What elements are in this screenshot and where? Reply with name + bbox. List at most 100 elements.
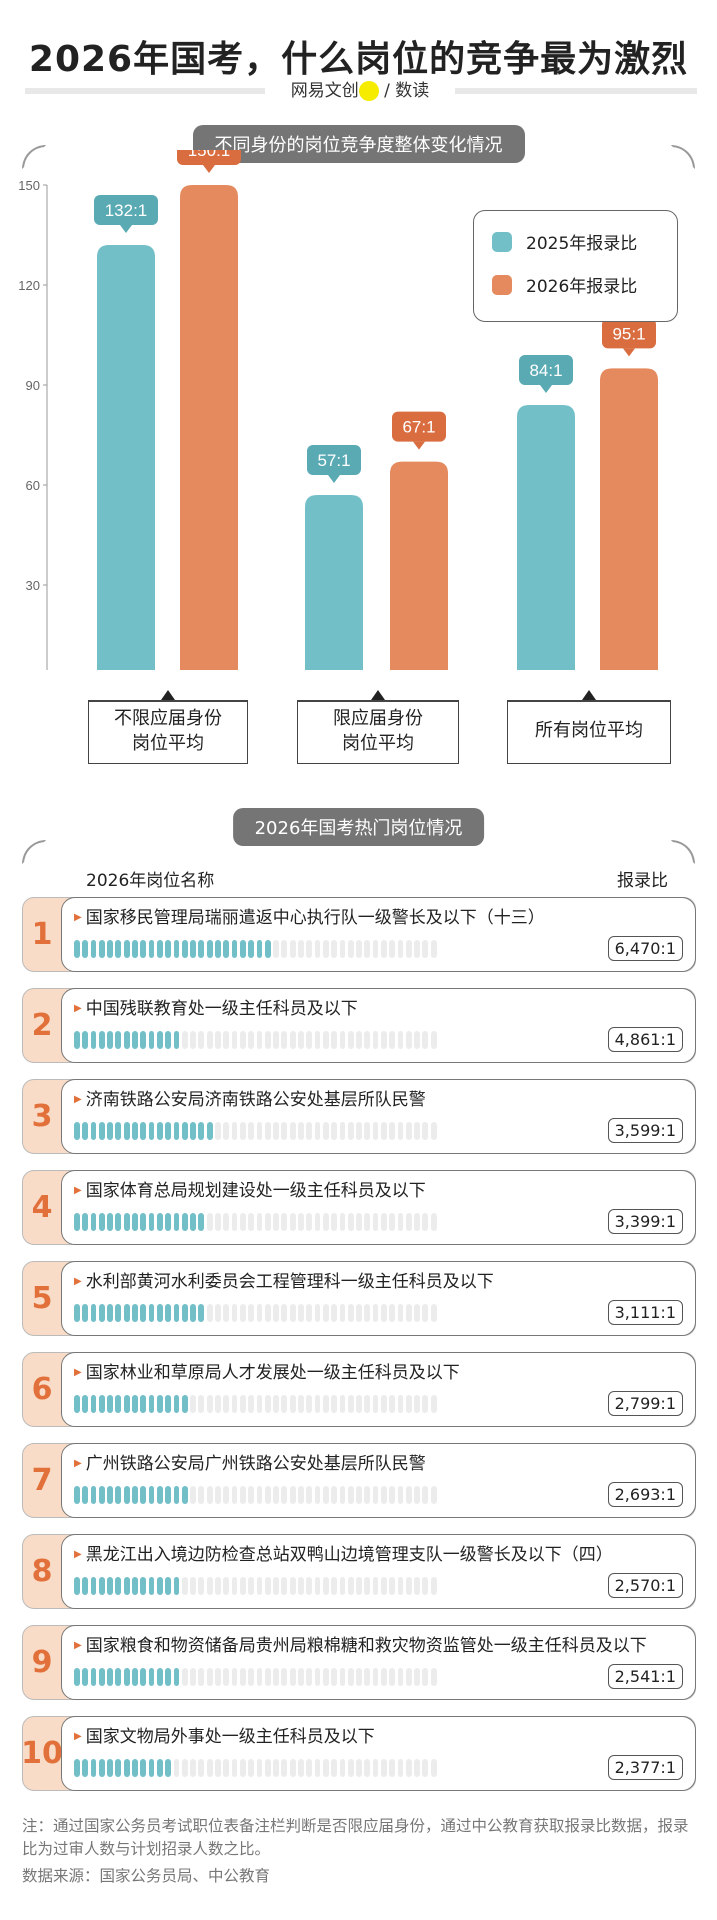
position-name-text: 国家体育总局规划建设处一级主任科员及以下 bbox=[85, 1181, 426, 1201]
progress-segment bbox=[347, 1758, 354, 1777]
progress-segment bbox=[430, 939, 437, 958]
progress-segment bbox=[281, 1394, 288, 1413]
progress-segment bbox=[314, 1576, 321, 1595]
progress-segment bbox=[372, 1121, 379, 1140]
progress-segment bbox=[322, 1121, 329, 1140]
ratio-progress-bar bbox=[74, 1758, 439, 1777]
progress-segment bbox=[123, 939, 130, 958]
progress-segment bbox=[206, 1485, 213, 1504]
progress-segment bbox=[132, 1758, 138, 1777]
data-label: 84:1 bbox=[529, 361, 562, 380]
progress-segment bbox=[256, 1394, 263, 1413]
progress-segment bbox=[181, 1394, 188, 1413]
progress-segment bbox=[239, 1121, 246, 1140]
progress-segment bbox=[165, 1212, 172, 1231]
progress-segment bbox=[281, 1212, 288, 1231]
progress-segment bbox=[347, 1667, 354, 1686]
progress-segment bbox=[422, 1212, 429, 1231]
progress-segment bbox=[98, 1303, 105, 1322]
rank-number: 7 bbox=[31, 1463, 53, 1498]
progress-segment bbox=[107, 1212, 113, 1231]
progress-segment bbox=[372, 1758, 379, 1777]
progress-segment bbox=[356, 939, 362, 958]
progress-segment bbox=[132, 939, 138, 958]
progress-segment bbox=[364, 1576, 371, 1595]
progress-segment bbox=[331, 939, 337, 958]
progress-segment bbox=[298, 1030, 304, 1049]
progress-segment bbox=[414, 1758, 420, 1777]
list-item: 10 ▶ 国家文物局外事处一级主任科员及以下 2,377:1 bbox=[21, 1716, 696, 1791]
progress-segment bbox=[90, 1121, 97, 1140]
progress-segment bbox=[98, 1485, 105, 1504]
ratio-value: 2,570:1 bbox=[607, 1573, 683, 1598]
ratio-progress-bar bbox=[74, 1576, 439, 1595]
progress-segment bbox=[98, 1030, 105, 1049]
progress-segment bbox=[215, 1212, 221, 1231]
progress-segment bbox=[356, 1394, 362, 1413]
ratio-progress-bar bbox=[74, 1394, 439, 1413]
progress-segment bbox=[389, 1394, 396, 1413]
position-name-text: 国家林业和草原局人才发展处一级主任科员及以下 bbox=[85, 1363, 460, 1383]
progress-segment bbox=[314, 1485, 321, 1504]
data-label-bg bbox=[602, 318, 656, 349]
progress-segment bbox=[422, 1485, 429, 1504]
progress-segment bbox=[123, 1121, 130, 1140]
rank-number: 4 bbox=[31, 1190, 53, 1225]
progress-segment bbox=[239, 1394, 246, 1413]
progress-segment bbox=[181, 1758, 188, 1777]
progress-segment bbox=[322, 1303, 329, 1322]
progress-segment bbox=[173, 1485, 180, 1504]
progress-segment bbox=[82, 939, 89, 958]
progress-segment bbox=[156, 1576, 163, 1595]
progress-segment bbox=[289, 1576, 296, 1595]
position-name: ▶ 广州铁路公安局广州铁路公安处基层所队民警 bbox=[74, 1452, 683, 1476]
progress-segment bbox=[289, 939, 296, 958]
progress-segment bbox=[148, 939, 155, 958]
progress-segment bbox=[206, 1212, 213, 1231]
progress-segment bbox=[405, 939, 412, 958]
bar bbox=[97, 245, 155, 670]
ratio-value: 4,861:1 bbox=[607, 1027, 683, 1052]
progress-segment bbox=[306, 1212, 313, 1231]
progress-segment bbox=[273, 939, 279, 958]
progress-segment bbox=[430, 1212, 437, 1231]
progress-segment bbox=[165, 1303, 172, 1322]
data-label-bg bbox=[392, 411, 446, 442]
y-tick-label: 120 bbox=[18, 278, 40, 293]
ratio-row: 2,799:1 bbox=[74, 1391, 683, 1416]
progress-segment bbox=[389, 1121, 396, 1140]
list-item: 5 ▶ 水利部黄河水利委员会工程管理科一级主任科员及以下 3,111:1 bbox=[22, 1261, 696, 1336]
progress-segment bbox=[223, 1485, 230, 1504]
progress-segment bbox=[289, 1121, 296, 1140]
ratio-row: 2,541:1 bbox=[74, 1664, 683, 1689]
progress-segment bbox=[405, 1212, 412, 1231]
progress-segment bbox=[98, 1121, 105, 1140]
progress-segment bbox=[173, 1667, 180, 1686]
data-label-pointer bbox=[413, 441, 425, 450]
progress-segment bbox=[198, 939, 205, 958]
progress-segment bbox=[140, 1212, 147, 1231]
progress-segment bbox=[190, 939, 196, 958]
progress-segment bbox=[98, 1758, 105, 1777]
progress-segment bbox=[239, 1485, 246, 1504]
progress-segment bbox=[107, 1121, 113, 1140]
progress-segment bbox=[82, 1485, 89, 1504]
progress-segment bbox=[347, 1121, 354, 1140]
legend-item-2026: 2026年报录比 bbox=[492, 272, 677, 297]
progress-segment bbox=[256, 939, 263, 958]
progress-segment bbox=[90, 1667, 97, 1686]
progress-segment bbox=[422, 1667, 429, 1686]
progress-segment bbox=[239, 1030, 246, 1049]
progress-segment bbox=[397, 1030, 404, 1049]
progress-segment bbox=[380, 1485, 387, 1504]
progress-segment bbox=[264, 1758, 271, 1777]
progress-segment bbox=[372, 1485, 379, 1504]
progress-segment bbox=[115, 1121, 122, 1140]
list-item: 4 ▶ 国家体育总局规划建设处一级主任科员及以下 3,399:1 bbox=[22, 1170, 696, 1245]
progress-segment bbox=[322, 1030, 329, 1049]
position-name-text: 黑龙江出入境边防检查总站双鸭山边境管理支队一级警长及以下（四） bbox=[85, 1545, 613, 1565]
progress-segment bbox=[256, 1212, 263, 1231]
progress-segment bbox=[231, 1212, 238, 1231]
data-label-bg bbox=[307, 445, 361, 475]
progress-segment bbox=[430, 1485, 437, 1504]
